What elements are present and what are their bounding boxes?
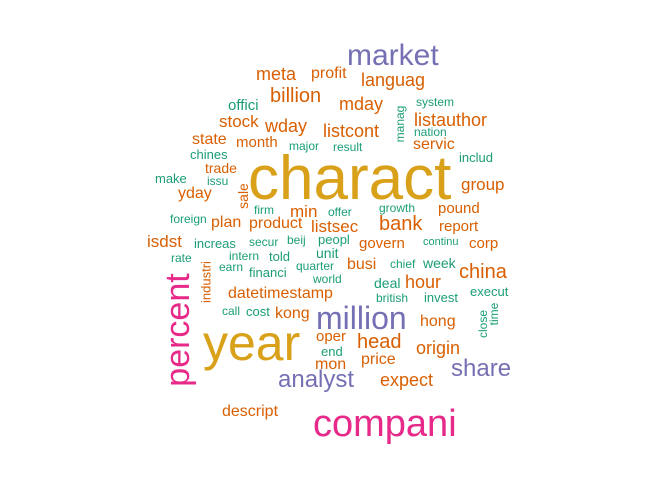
word-call: call	[222, 304, 241, 318]
word-peopl: peopl	[318, 232, 350, 247]
word-wday: wday	[265, 116, 308, 136]
word-group: group	[461, 175, 505, 194]
word-oper: oper	[316, 328, 347, 345]
word-trade: trade	[205, 160, 237, 176]
word-datetimestamp: datetimestamp	[228, 285, 333, 302]
word-listauthor: listauthor	[414, 110, 488, 130]
word-market: market	[347, 39, 439, 72]
word-continu: continu	[423, 236, 459, 248]
word-mon: mon	[315, 356, 347, 373]
word-million: million	[316, 300, 407, 336]
word-chines: chines	[190, 147, 228, 162]
word-result: result	[333, 140, 363, 154]
word-foreign: foreign	[170, 212, 207, 226]
word-major: major	[289, 139, 320, 153]
word-manag: manag	[393, 105, 407, 143]
word-hour: hour	[405, 272, 442, 292]
word-month: month	[236, 134, 278, 151]
word-system: system	[416, 95, 455, 109]
word-plan: plan	[211, 214, 242, 231]
word-time: time	[487, 302, 501, 326]
word-state: state	[192, 131, 227, 148]
word-increas: increas	[194, 236, 236, 251]
word-week: week	[423, 255, 456, 271]
word-sale: sale	[235, 183, 251, 209]
word-languag: languag	[361, 70, 426, 90]
word-stock: stock	[219, 112, 259, 131]
word-issu: issu	[207, 174, 229, 188]
word-world: world	[313, 272, 342, 286]
word-offici: offici	[228, 97, 259, 114]
word-intern: intern	[229, 249, 260, 263]
word-expect: expect	[380, 370, 434, 390]
word-head: head	[357, 331, 402, 353]
word-percent: percent	[159, 273, 197, 387]
word-bank: bank	[379, 213, 423, 235]
word-firm: firm	[254, 203, 274, 217]
word-told: told	[269, 249, 290, 264]
word-govern: govern	[359, 235, 405, 252]
word-industri: industri	[198, 261, 214, 303]
word-mday: mday	[339, 94, 384, 114]
word-offer: offer	[328, 205, 352, 219]
word-isdst: isdst	[147, 232, 182, 251]
word-corp: corp	[469, 235, 499, 252]
word-share: share	[451, 355, 512, 382]
word-deal: deal	[374, 275, 401, 291]
word-listcont: listcont	[323, 121, 380, 141]
word-busi: busi	[347, 256, 377, 273]
word-chief: chief	[390, 257, 416, 271]
word-price: price	[361, 351, 396, 368]
word-includ: includ	[459, 150, 493, 165]
word-unit: unit	[316, 245, 339, 261]
word-growth: growth	[379, 201, 416, 215]
word-year: year	[203, 315, 301, 371]
word-min: min	[290, 202, 318, 221]
word-analyst: analyst	[278, 366, 355, 393]
word-origin: origin	[416, 338, 461, 358]
word-end: end	[321, 344, 343, 359]
word-meta: meta	[256, 64, 297, 84]
word-beij: beij	[287, 233, 306, 247]
word-listsec: listsec	[311, 217, 359, 236]
word-secur: secur	[249, 235, 279, 249]
word-descript: descript	[222, 403, 279, 420]
word-financi: financi	[249, 265, 287, 280]
word-nation: nation	[414, 125, 447, 139]
word-hong: hong	[420, 313, 456, 330]
word-compani: compani	[313, 403, 457, 445]
word-kong: kong	[275, 305, 310, 322]
word-billion: billion	[270, 85, 322, 107]
word-earn: earn	[219, 260, 244, 274]
word-product: product	[249, 215, 303, 232]
word-pound: pound	[438, 200, 480, 217]
word-servic: servic	[413, 136, 455, 153]
word-execut: execut	[470, 284, 509, 299]
word-yday: yday	[178, 185, 212, 202]
word-quarter: quarter	[296, 259, 335, 273]
word-invest: invest	[424, 290, 458, 305]
word-british: british	[376, 291, 409, 305]
word-profit: profit	[311, 65, 347, 82]
word-make: make	[155, 171, 187, 186]
word-china: china	[459, 261, 507, 283]
word-rate: rate	[171, 251, 192, 265]
word-cost: cost	[246, 304, 270, 319]
word-charact: charact	[248, 144, 452, 213]
word-report: report	[439, 218, 479, 235]
